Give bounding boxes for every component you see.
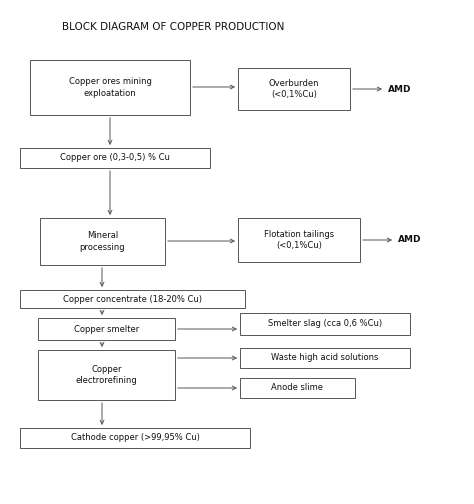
Bar (20, 428, 250, 448)
Text: Waste high acid solutions: Waste high acid solutions (271, 353, 379, 362)
Bar (20, 290, 245, 308)
Text: Copper concentrate (18-20% Cu): Copper concentrate (18-20% Cu) (63, 294, 202, 303)
Bar (38, 318, 175, 340)
Text: AMD: AMD (388, 85, 411, 94)
Text: Smelter slag (cca 0,6 %Cu): Smelter slag (cca 0,6 %Cu) (268, 320, 382, 329)
Bar (240, 378, 355, 398)
Text: Copper ore (0,3-0,5) % Cu: Copper ore (0,3-0,5) % Cu (60, 154, 170, 162)
Text: AMD: AMD (398, 235, 421, 244)
Text: Cathode copper (>99,95% Cu): Cathode copper (>99,95% Cu) (71, 433, 200, 443)
Text: Mineral
processing: Mineral processing (80, 231, 125, 251)
Bar (238, 68, 350, 110)
Bar (238, 218, 360, 262)
Bar (240, 348, 410, 368)
Text: Copper ores mining
exploatation: Copper ores mining exploatation (69, 78, 151, 98)
Text: Anode slime: Anode slime (272, 384, 323, 393)
Bar (20, 148, 210, 168)
Text: Copper
electrorefining: Copper electrorefining (76, 365, 137, 385)
Bar (30, 60, 190, 115)
Text: Flotation tailings
(<0,1%Cu): Flotation tailings (<0,1%Cu) (264, 230, 334, 250)
Bar (40, 218, 165, 265)
Text: Copper smelter: Copper smelter (74, 325, 139, 334)
Text: BLOCK DIAGRAM OF COPPER PRODUCTION: BLOCK DIAGRAM OF COPPER PRODUCTION (62, 22, 284, 32)
Bar (240, 313, 410, 335)
Bar (38, 350, 175, 400)
Text: Overburden
(<0,1%Cu): Overburden (<0,1%Cu) (269, 79, 319, 99)
